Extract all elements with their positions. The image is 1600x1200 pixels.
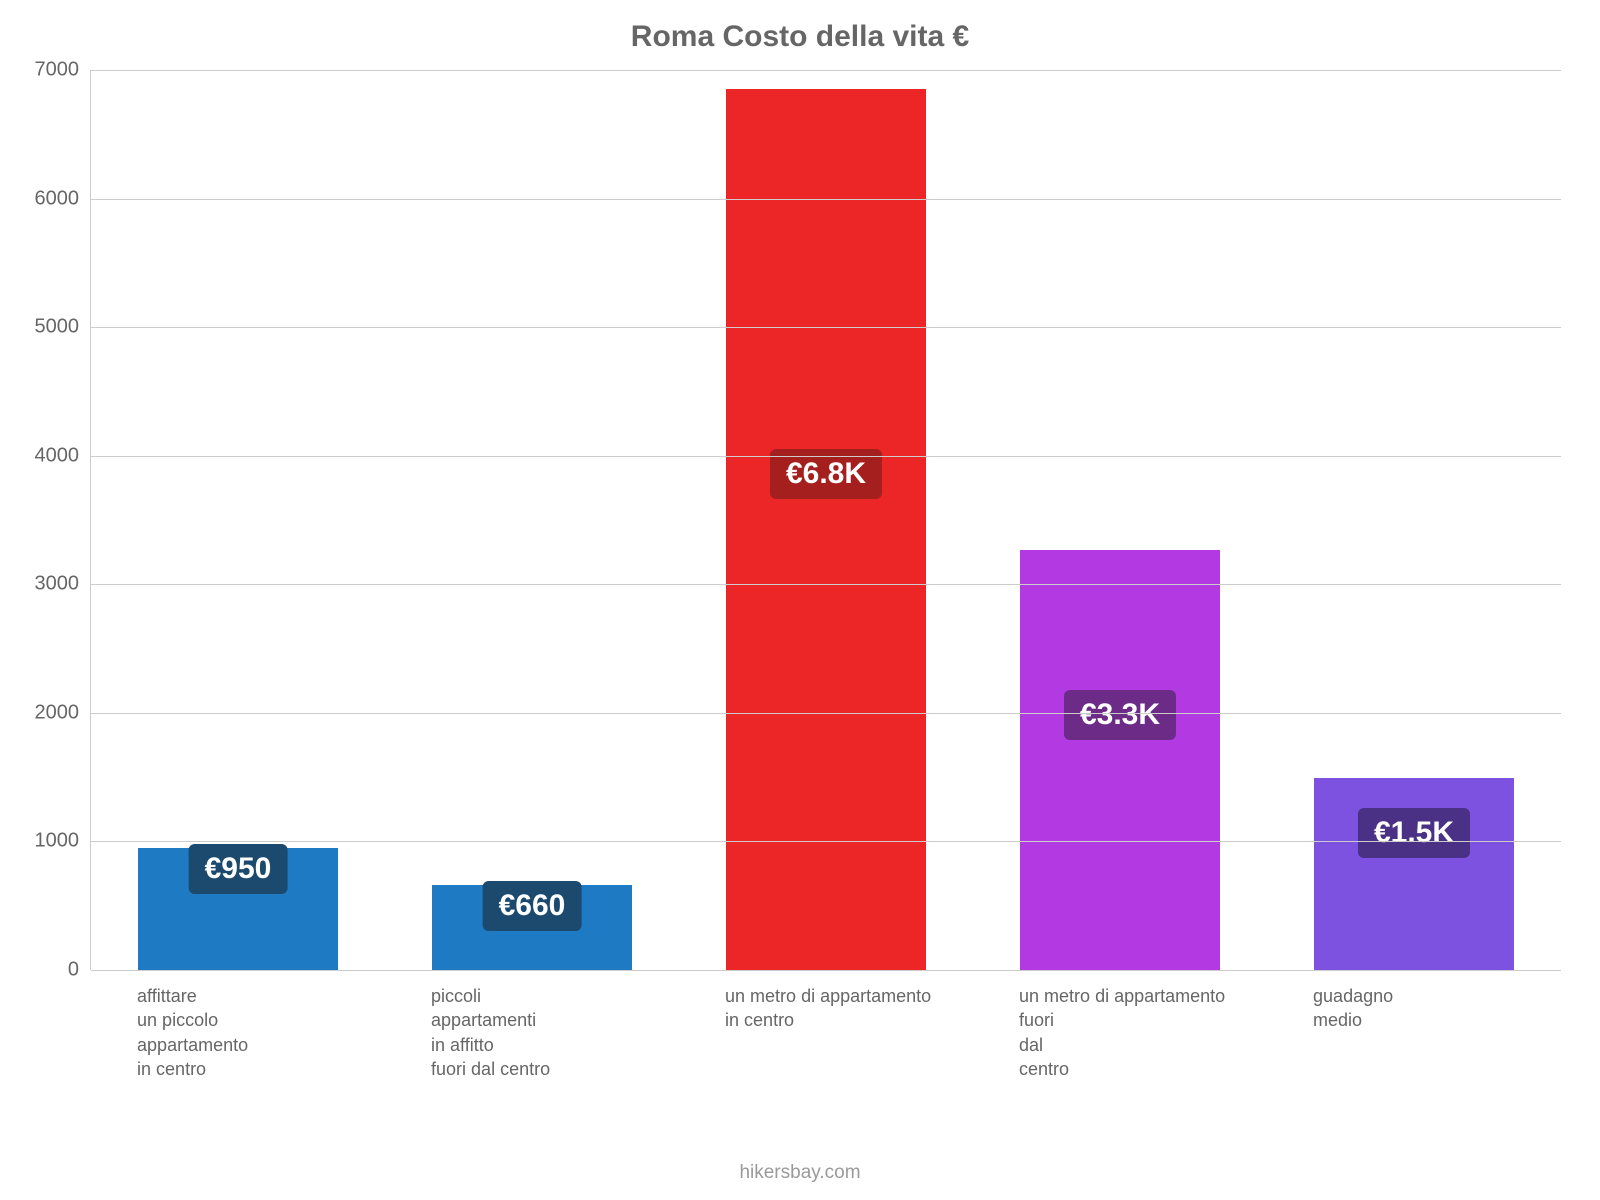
gridline xyxy=(91,327,1561,328)
gridline xyxy=(91,199,1561,200)
bars-container: €950 €660 €6.8K €3.3K €1.5K xyxy=(91,70,1561,970)
gridline xyxy=(91,970,1561,971)
gridline xyxy=(91,70,1561,71)
gridline xyxy=(91,841,1561,842)
cost-of-living-chart: Roma Costo della vita € €950 €660 €6.8K €3.… xyxy=(0,0,1600,1200)
x-label-rent_small_outside: piccoli appartamenti in affitto fuori da… xyxy=(431,984,550,1081)
value-label-sqm_center: €6.8K xyxy=(770,449,882,499)
gridline xyxy=(91,456,1561,457)
bar-rent_small_outside: €660 xyxy=(432,885,632,970)
gridline xyxy=(91,713,1561,714)
x-label-sqm_outside: un metro di appartamento fuori dal centr… xyxy=(1019,984,1225,1081)
y-tick-label: 5000 xyxy=(35,316,92,339)
chart-title: Roma Costo della vita € xyxy=(0,20,1600,54)
y-tick-label: 7000 xyxy=(35,59,92,82)
y-tick-label: 1000 xyxy=(35,830,92,853)
x-label-rent_small_center: affittare un piccolo appartamento in cen… xyxy=(137,984,248,1081)
y-tick-label: 3000 xyxy=(35,573,92,596)
chart-footer: hikersbay.com xyxy=(0,1162,1600,1184)
y-tick-label: 0 xyxy=(68,959,91,982)
y-tick-label: 6000 xyxy=(35,187,92,210)
bar-sqm_outside: €3.3K xyxy=(1020,550,1220,970)
bar-avg_income: €1.5K xyxy=(1314,778,1514,970)
value-label-rent_small_center: €950 xyxy=(189,844,288,894)
value-label-sqm_outside: €3.3K xyxy=(1064,690,1176,740)
bar-rent_small_center: €950 xyxy=(138,848,338,970)
x-label-avg_income: guadagno medio xyxy=(1313,984,1393,1033)
x-label-sqm_center: un metro di appartamento in centro xyxy=(725,984,931,1033)
gridline xyxy=(91,584,1561,585)
bar-sqm_center: €6.8K xyxy=(726,89,926,970)
value-label-rent_small_outside: €660 xyxy=(483,881,582,931)
y-tick-label: 2000 xyxy=(35,701,92,724)
x-axis-labels: affittare un piccolo appartamento in cen… xyxy=(90,980,1560,1140)
plot-area: €950€660€6.8K€3.3K€1.5K 0100020003000400… xyxy=(90,70,1561,970)
value-label-avg_income: €1.5K xyxy=(1358,808,1470,858)
y-tick-label: 4000 xyxy=(35,444,92,467)
